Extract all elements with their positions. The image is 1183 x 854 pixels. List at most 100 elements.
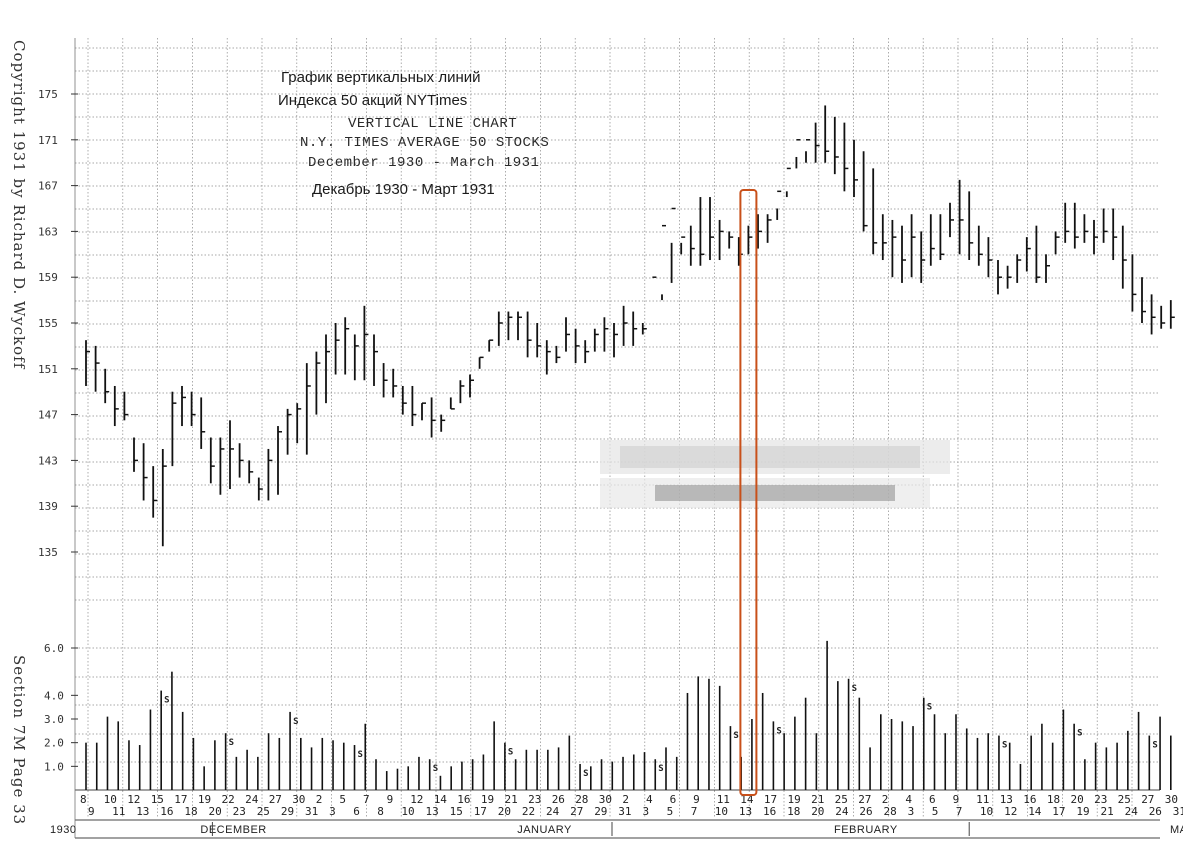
date-label-bottom: 29 bbox=[281, 805, 294, 818]
date-labels: 8 10 12 15 17 19 22 24 27 30 2 5 7 9 12 14 16 19 21 23 26 28 3… bbox=[50, 793, 1183, 836]
saturday-marker: S bbox=[776, 726, 781, 736]
saturday-marker: S bbox=[508, 748, 513, 758]
saturday-marker: S bbox=[733, 731, 738, 741]
date-label-top: 12 bbox=[127, 793, 140, 806]
date-label-bottom: 25 bbox=[257, 805, 270, 818]
date-label-top: 23 bbox=[528, 793, 541, 806]
date-label-top: 18 bbox=[1047, 793, 1060, 806]
date-label-bottom: 31 bbox=[618, 805, 631, 818]
date-label-top: 12 bbox=[410, 793, 423, 806]
date-label-top: 27 bbox=[858, 793, 871, 806]
title-ru-line2: Индекса 50 акций NYTimes bbox=[278, 92, 467, 109]
date-label-top: 4 bbox=[646, 793, 653, 806]
date-label-bottom: 18 bbox=[184, 805, 197, 818]
date-label-bottom: 9 bbox=[88, 805, 95, 818]
date-label-bottom: 31 bbox=[1173, 805, 1183, 818]
blurred-overlay bbox=[600, 440, 950, 508]
date-label-top: 13 bbox=[1000, 793, 1013, 806]
title-en-line2: N.Y. TIMES AVERAGE 50 STOCKS bbox=[300, 135, 549, 151]
date-label-bottom: 17 bbox=[1052, 805, 1065, 818]
date-label-top: 23 bbox=[1094, 793, 1107, 806]
date-label-top: 17 bbox=[174, 793, 187, 806]
date-label-top: 11 bbox=[717, 793, 730, 806]
date-label-bottom: 16 bbox=[763, 805, 776, 818]
volume-tick-label: 4.0 bbox=[44, 689, 64, 702]
date-label-top: 14 bbox=[740, 793, 754, 806]
date-label-bottom: 23 bbox=[233, 805, 246, 818]
date-label-bottom: 26 bbox=[1149, 805, 1162, 818]
volume-tick-label: 2.0 bbox=[44, 737, 64, 750]
date-label-bottom: 16 bbox=[160, 805, 173, 818]
date-label-bottom: 10 bbox=[715, 805, 728, 818]
date-label-top: 27 bbox=[1141, 793, 1154, 806]
date-label-top: 21 bbox=[505, 793, 518, 806]
date-label-bottom: 7 bbox=[691, 805, 698, 818]
saturday-marker: S bbox=[164, 696, 169, 706]
date-label-bottom: 24 bbox=[835, 805, 849, 818]
date-label-top: 16 bbox=[1023, 793, 1036, 806]
date-label-top: 25 bbox=[835, 793, 848, 806]
title-ru-line3: Декабрь 1930 - Март 1931 bbox=[312, 181, 495, 198]
date-label-bottom: 19 bbox=[1076, 805, 1089, 818]
date-label-top: 5 bbox=[339, 793, 346, 806]
price-series bbox=[85, 105, 1175, 547]
date-label-bottom: 18 bbox=[787, 805, 800, 818]
date-label-bottom: 13 bbox=[739, 805, 752, 818]
date-label-top: 15 bbox=[151, 793, 164, 806]
date-label-bottom: 13 bbox=[426, 805, 439, 818]
title-ru-line1: График вертикальных линий bbox=[281, 69, 481, 86]
date-label-top: 4 bbox=[905, 793, 912, 806]
month-label: FEBRUARY bbox=[834, 824, 898, 836]
price-tick-label: 147 bbox=[38, 409, 58, 422]
date-label-bottom: 28 bbox=[884, 805, 897, 818]
date-label-bottom: 22 bbox=[522, 805, 535, 818]
date-label-bottom: 5 bbox=[667, 805, 674, 818]
copyright-text: Copyright 1931 by Richard D. Wyckoff bbox=[10, 40, 28, 370]
date-label-bottom: 21 bbox=[1101, 805, 1114, 818]
date-label-bottom: 11 bbox=[112, 805, 125, 818]
title-en-line1: VERTICAL LINE CHART bbox=[348, 116, 517, 132]
date-label-top: 20 bbox=[1071, 793, 1084, 806]
date-label-top: 27 bbox=[269, 793, 282, 806]
date-label-bottom: 31 bbox=[305, 805, 318, 818]
saturday-marker: S bbox=[229, 738, 234, 748]
date-label-bottom: 8 bbox=[377, 805, 384, 818]
date-label-top: 9 bbox=[387, 793, 394, 806]
price-tick-label: 151 bbox=[38, 363, 58, 376]
date-label-top: 19 bbox=[481, 793, 494, 806]
date-label-top: 30 bbox=[1165, 793, 1178, 806]
volume-series: S S S S S S S S S S S S S S S bbox=[85, 640, 1172, 790]
saturday-marker: S bbox=[293, 717, 298, 727]
saturday-marker: S bbox=[852, 684, 857, 694]
date-label-top: 22 bbox=[222, 793, 235, 806]
date-label-top: 25 bbox=[1118, 793, 1131, 806]
date-label-top: 7 bbox=[363, 793, 370, 806]
date-label-bottom: 3 bbox=[643, 805, 650, 818]
saturday-marker: S bbox=[927, 703, 932, 713]
date-label-bottom: 24 bbox=[546, 805, 560, 818]
date-label-top: 26 bbox=[552, 793, 565, 806]
price-tick-label: 175 bbox=[38, 88, 58, 101]
date-label-top: 19 bbox=[788, 793, 801, 806]
date-label-bottom: 27 bbox=[570, 805, 583, 818]
date-label-bottom: 20 bbox=[811, 805, 824, 818]
saturday-marker: S bbox=[1002, 741, 1007, 751]
grid bbox=[74, 38, 1160, 839]
date-label-bottom: 14 bbox=[1028, 805, 1042, 818]
price-tick-label: 167 bbox=[38, 180, 58, 193]
date-label-top: 2 bbox=[882, 793, 889, 806]
date-label-top: 6 bbox=[670, 793, 677, 806]
date-label-top: 2 bbox=[622, 793, 629, 806]
date-label-bottom: 3 bbox=[908, 805, 915, 818]
date-label-bottom: 10 bbox=[980, 805, 993, 818]
volume-tick-label: 3.0 bbox=[44, 713, 64, 726]
month-label: JANUARY bbox=[517, 824, 572, 836]
date-label-top: 8 bbox=[80, 793, 87, 806]
date-label-top: 9 bbox=[953, 793, 960, 806]
date-label-bottom: 17 bbox=[474, 805, 487, 818]
price-tick-label: 139 bbox=[38, 500, 58, 513]
axis-ticks: 175 171 167 163 159 155 151 147 143 139 135 6.0 4.0 3… bbox=[38, 88, 78, 773]
date-label-bottom: 12 bbox=[1004, 805, 1017, 818]
